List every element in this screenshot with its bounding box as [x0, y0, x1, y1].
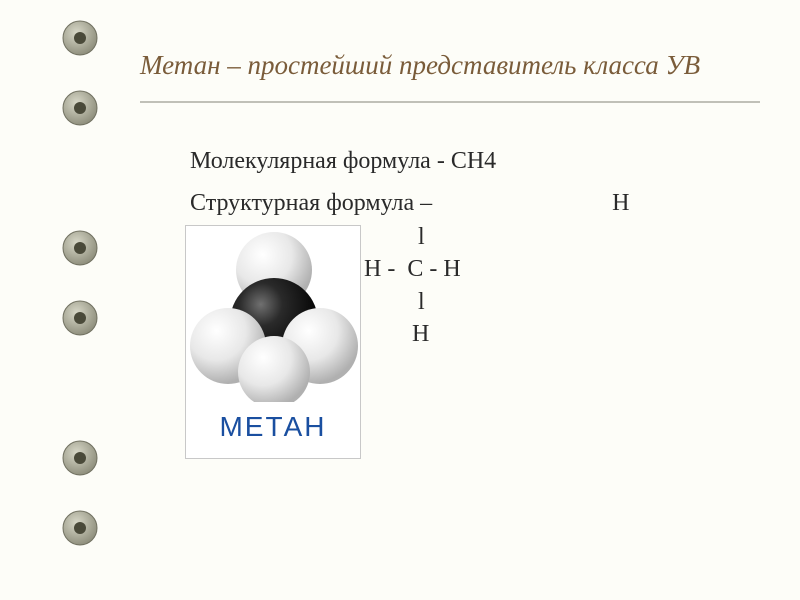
- molecule-illustration: МЕТАН: [185, 225, 361, 459]
- binder-ring-icon: [60, 228, 100, 268]
- molecular-formula-line: Молекулярная формула - СН4: [190, 143, 760, 179]
- title-area: Метан – простейший представитель класса …: [0, 0, 800, 103]
- binder-ring-icon: [60, 298, 100, 338]
- molecule-label: МЕТАН: [186, 411, 360, 443]
- slide-title: Метан – простейший представитель класса …: [140, 50, 760, 81]
- binder-holes: [60, 0, 100, 600]
- content-area: Молекулярная формула - СН4 Структурная ф…: [0, 103, 800, 351]
- structural-l1: Н: [438, 190, 629, 216]
- binder-ring-icon: [60, 18, 100, 58]
- methane-molecule-icon: [186, 226, 362, 402]
- binder-ring-icon: [60, 88, 100, 128]
- structural-prefix: Структурная формула –: [190, 190, 438, 216]
- binder-ring-icon: [60, 438, 100, 478]
- binder-ring-icon: [60, 508, 100, 548]
